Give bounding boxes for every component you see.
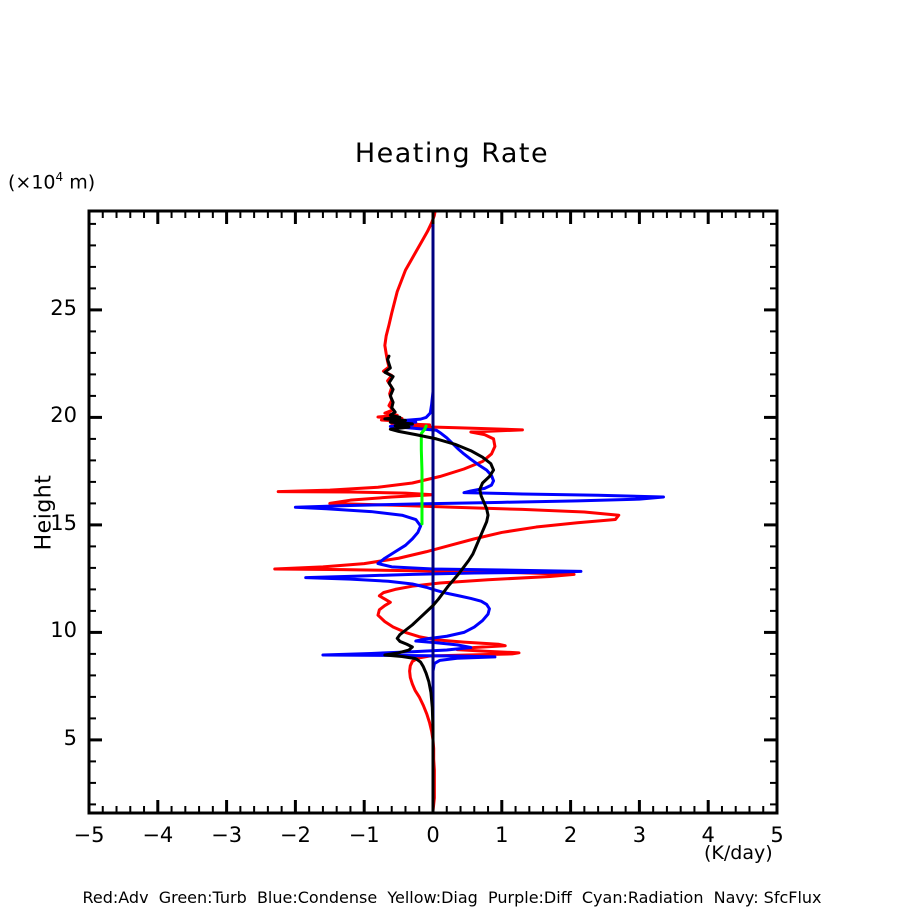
legend: Red:Adv Green:Turb Blue:Condense Yellow:… [82, 888, 822, 907]
y-axis-unit-exponent: 4 [55, 170, 64, 184]
x-tick-label: −5 [73, 823, 105, 847]
series-line-adv [273, 209, 621, 813]
y-axis-unit-label: (×104 m) [8, 170, 95, 193]
x-tick-label: −2 [279, 823, 311, 847]
axis-ticks [87, 211, 779, 813]
x-tick-label: −4 [142, 823, 174, 847]
y-axis-unit-prefix: (×10 [8, 171, 56, 194]
y-tick-label: 5 [63, 725, 77, 750]
series-line-condense [293, 209, 665, 813]
y-tick-label: 20 [50, 403, 77, 428]
x-tick-label: 3 [632, 823, 647, 847]
x-tick-label: 2 [563, 823, 578, 847]
x-axis-unit-label: (K/day) [704, 842, 773, 864]
x-tick-label: 0 [426, 823, 440, 847]
page-title: Heating Rate [354, 138, 550, 169]
x-tick-label: 1 [495, 823, 509, 847]
data-curves [273, 209, 665, 815]
y-tick-label: 15 [50, 510, 77, 535]
x-tick-label: 5 [770, 823, 784, 847]
x-tick-label: −1 [348, 823, 380, 847]
series-line-turb [419, 424, 428, 526]
y-tick-label: 25 [50, 295, 77, 320]
x-tick-label: 4 [701, 823, 715, 847]
x-tick-label: −3 [211, 823, 243, 847]
y-axis-unit-suffix: m) [63, 171, 96, 194]
series-line-total [383, 354, 496, 813]
y-tick-label: 10 [50, 618, 77, 643]
